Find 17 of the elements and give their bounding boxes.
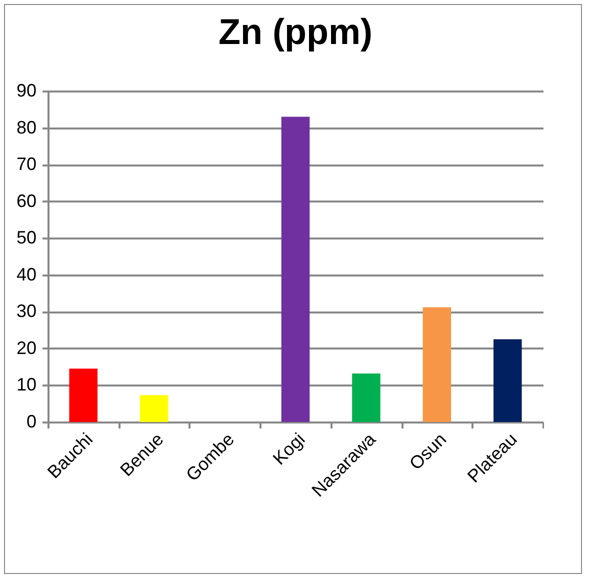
bar [281,116,310,422]
y-tick-label: 50 [16,228,36,248]
bar [352,373,380,422]
bar [422,307,452,422]
bar [494,339,522,422]
y-tick-label: 30 [16,301,36,322]
y-tick-label: 10 [16,374,36,395]
y-tick-label: 40 [16,264,36,284]
y-tick-label: 60 [16,190,36,211]
chart-title: Zn (ppm) [218,11,372,52]
y-tick-label: 0 [26,412,36,432]
y-tick-label: 80 [16,117,36,138]
bar [69,368,98,422]
y-tick-label: 70 [16,154,36,174]
y-tick-label: 90 [16,80,36,100]
bar [140,395,168,422]
y-tick-label: 20 [16,338,36,358]
